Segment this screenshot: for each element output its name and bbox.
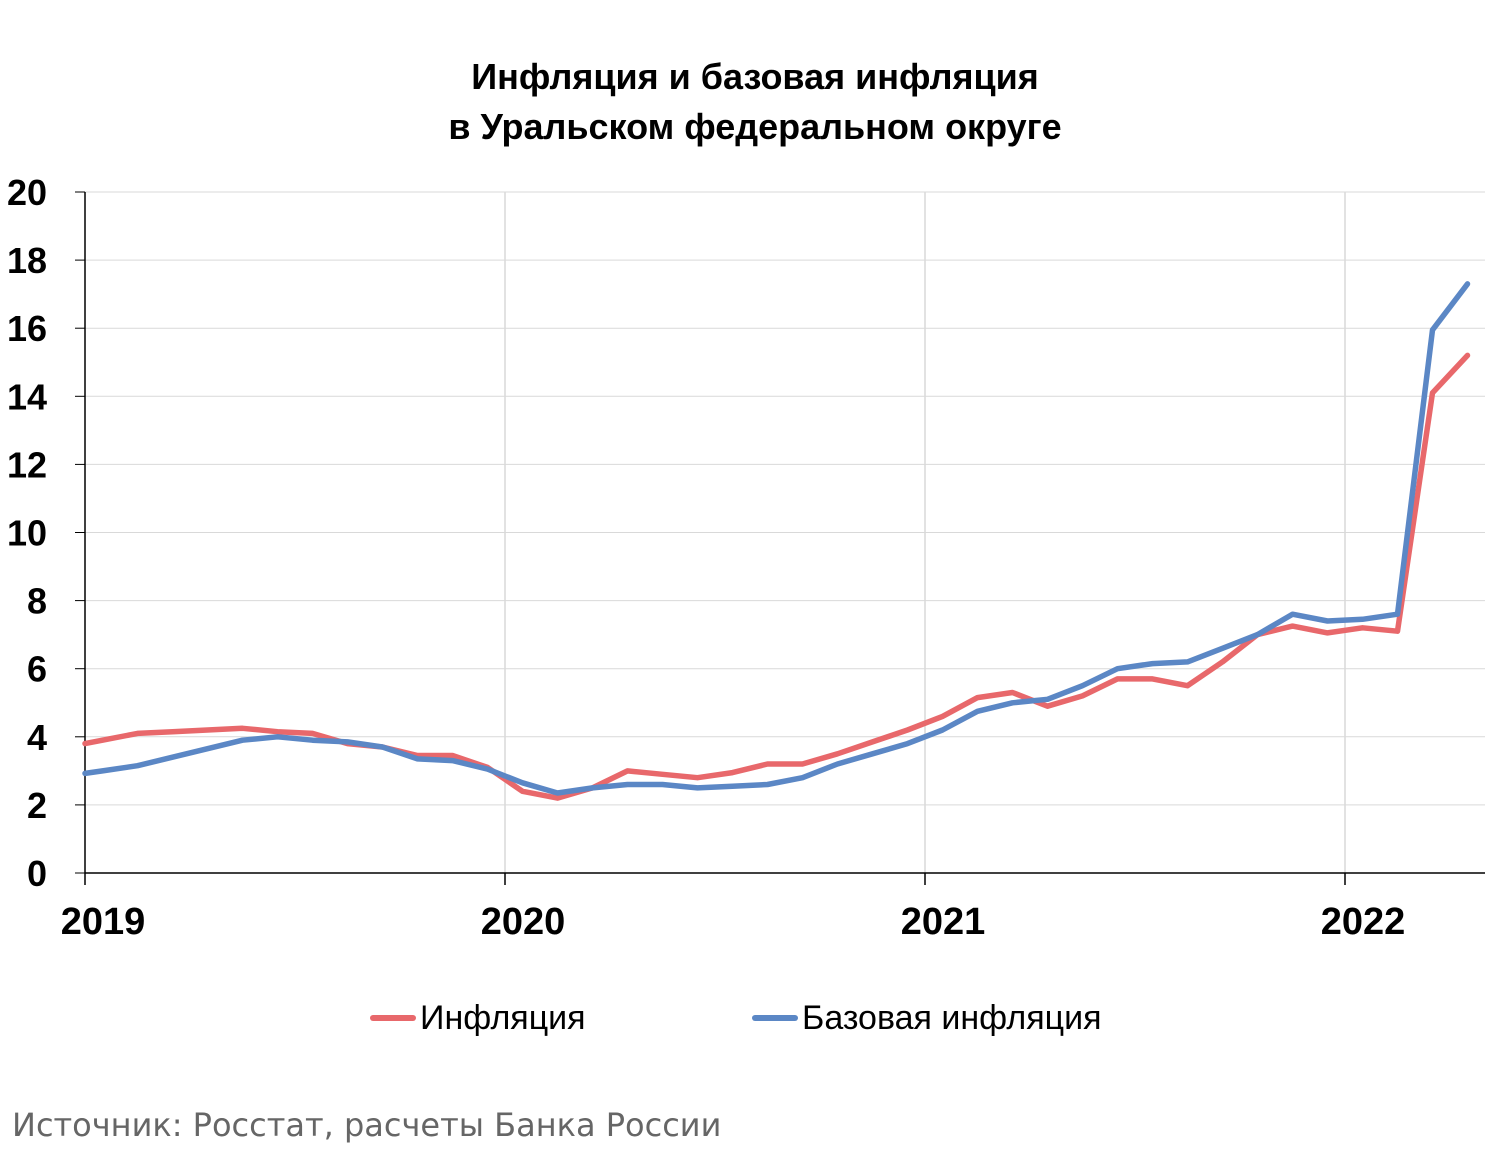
legend: Инфляция Базовая инфляция [0, 996, 1500, 1040]
y-tick-label: 14 [7, 376, 47, 417]
y-tick-label: 2 [27, 785, 47, 826]
series-line-inflation [82, 352, 1471, 801]
y-tick-label: 16 [7, 308, 47, 349]
y-tick-label: 10 [7, 513, 47, 554]
legend-swatch-inflation [370, 1015, 416, 1021]
axes [75, 191, 1485, 885]
grid-lines [85, 191, 1485, 873]
x-tick-label: 2021 [901, 901, 986, 943]
y-tick-label: 18 [7, 240, 47, 281]
x-tick-label: 2019 [61, 901, 146, 943]
y-tick-label: 0 [27, 853, 47, 894]
x-tick-labels: 2019 2020 2021 2022 [61, 901, 1406, 943]
series-lines [82, 281, 1471, 801]
y-tick-label: 4 [27, 717, 47, 758]
legend-label-inflation: Инфляция [420, 999, 586, 1037]
y-tick-label: 8 [27, 581, 47, 622]
x-tick-label: 2022 [1321, 901, 1406, 943]
y-tick-label: 12 [7, 444, 47, 485]
chart-title: Инфляция и базовая инфляция в Уральском … [0, 52, 1500, 152]
legend-label-core-inflation: Базовая инфляция [802, 999, 1102, 1037]
legend-swatch-core-inflation [752, 1015, 798, 1021]
y-tick-labels: 0 2 4 6 8 10 12 14 16 18 20 [7, 172, 47, 894]
y-tick-label: 6 [27, 649, 47, 690]
source-note: Источник: Росстат, расчеты Банка России [12, 1106, 722, 1144]
y-tick-label: 20 [7, 172, 47, 213]
legend-item-inflation: Инфляция [370, 996, 586, 1040]
legend-item-core-inflation: Базовая инфляция [752, 996, 1102, 1040]
chart-title-line2: в Уральском федеральном округе [448, 106, 1062, 147]
x-tick-label: 2020 [481, 901, 566, 943]
chart-title-line1: Инфляция и базовая инфляция [471, 56, 1039, 97]
series-line-core-inflation [82, 281, 1471, 796]
